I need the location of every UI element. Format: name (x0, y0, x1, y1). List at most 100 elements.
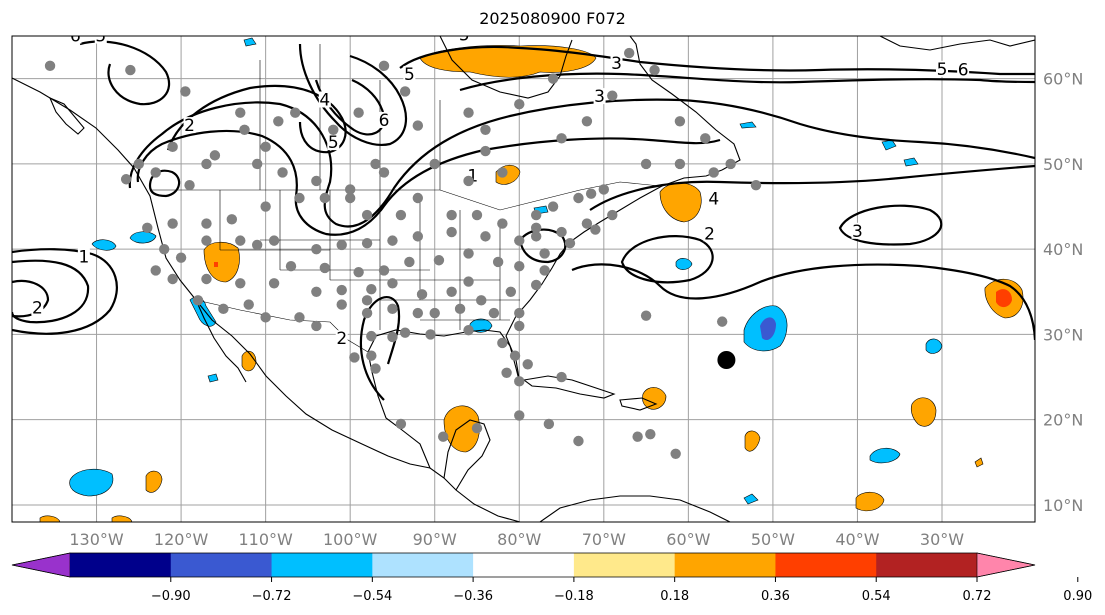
station-dot (412, 120, 424, 131)
station-dot (273, 116, 284, 127)
station-dot (311, 243, 322, 255)
station-dot (425, 329, 436, 340)
contour-value-label: 2 (336, 329, 347, 349)
station-dot (201, 273, 212, 285)
station-dot (463, 175, 474, 187)
contour-label-bg (458, 36, 471, 43)
colorbar-swatch (70, 553, 172, 577)
station-dot (243, 299, 254, 310)
station-dot (125, 64, 136, 76)
colorbar-swatch (372, 553, 474, 577)
station-dot (235, 107, 246, 118)
station-dot (235, 235, 246, 246)
longitude-tick-label: 60°W (666, 530, 710, 549)
colorbar-extension-low (11, 552, 71, 578)
station-dot (378, 167, 390, 178)
station-dot (319, 262, 331, 274)
coast-south-america (539, 495, 731, 522)
contour-line (459, 72, 1035, 92)
station-dot (336, 299, 347, 310)
longitude-tick-label: 110°W (238, 530, 293, 549)
station-dot (311, 175, 322, 187)
station-dot (708, 167, 719, 178)
station-dot (387, 331, 398, 343)
station-dot (192, 295, 204, 306)
station-dot (158, 243, 170, 255)
station-dot (353, 266, 364, 278)
longitude-tick-label: 80°W (497, 530, 541, 549)
station-dot (235, 278, 246, 289)
station-dot (539, 248, 550, 259)
station-dot (716, 316, 728, 327)
coast-north-america-west (12, 77, 521, 522)
contour-label-bg (335, 330, 348, 347)
station-dot (463, 276, 474, 287)
anomaly-blob-positive (642, 387, 667, 410)
longitude-tick-label: 40°W (835, 530, 879, 549)
station-dot (399, 86, 411, 97)
station-dot (497, 218, 508, 229)
station-dot (133, 158, 145, 170)
colorbar-tick-label: −0.18 (554, 589, 594, 604)
station-dot (349, 352, 360, 363)
contour-label-bg (318, 91, 331, 108)
coast-hispaniola (619, 397, 658, 411)
station-dot (239, 124, 250, 135)
station-dot (311, 320, 322, 332)
station-dot (590, 224, 601, 235)
station-dot (370, 363, 381, 374)
station-dot (674, 158, 686, 170)
coast-baja (195, 299, 247, 383)
station-dot (387, 235, 398, 246)
station-dot (446, 226, 457, 238)
station-dot (556, 371, 567, 383)
contour-value-label: 4 (319, 91, 330, 111)
station-dot (463, 107, 474, 118)
station-dot (290, 107, 301, 118)
longitude-tick-label: 120°W (154, 530, 209, 549)
colorbar-outline (11, 552, 1036, 578)
station-dot (530, 222, 542, 234)
station-dot (607, 209, 618, 221)
anomaly-blob-negative (243, 37, 257, 47)
contour-value-label: 1 (467, 166, 478, 186)
contour-line (166, 84, 347, 154)
contour-line (12, 259, 90, 324)
contour-label-bg (327, 134, 340, 151)
station-dot (514, 307, 525, 319)
station-dot (366, 330, 377, 342)
chart-title: 2025080900 F072 (479, 9, 626, 28)
station-dot (285, 261, 297, 272)
station-dot (573, 435, 584, 447)
anomaly-blob-negative (91, 239, 117, 251)
station-dot (556, 133, 567, 144)
anomaly-blob-negative (129, 231, 157, 244)
station-dot (640, 310, 652, 321)
station-dot (361, 295, 373, 306)
station-dot (522, 359, 533, 370)
anomaly-blob-positive (39, 515, 61, 522)
station-dot (581, 116, 593, 127)
contour-value-label: 5 (459, 26, 470, 46)
station-dot (167, 141, 178, 153)
station-dot (378, 265, 390, 276)
map-frame (11, 35, 1036, 523)
colorbar-swatch (573, 553, 676, 577)
colorbar-swatch (674, 553, 776, 577)
station-dot (700, 133, 711, 144)
colorbar-tick-label: 0.90 (1063, 589, 1092, 604)
contour-label-bg (31, 299, 44, 316)
longitude-labels: 130°W 120°W 110°W 100°W 90°W 80°W 70°W 60°W 50°W… (69, 530, 964, 549)
longitude-tick-label: 90°W (413, 530, 457, 549)
station-dot (184, 180, 195, 191)
station-dot (640, 158, 652, 170)
anomaly-blob-negative (869, 447, 901, 464)
station-dot (167, 273, 178, 285)
station-dot (564, 237, 576, 249)
colorbar-tick-label: −0.36 (453, 589, 493, 604)
latitude-tick-label: 30°N (1043, 325, 1083, 344)
station-dot (175, 252, 187, 263)
station-dot (361, 307, 373, 319)
station-dot (416, 289, 428, 300)
coast-gulf-of-mexico (367, 329, 521, 469)
